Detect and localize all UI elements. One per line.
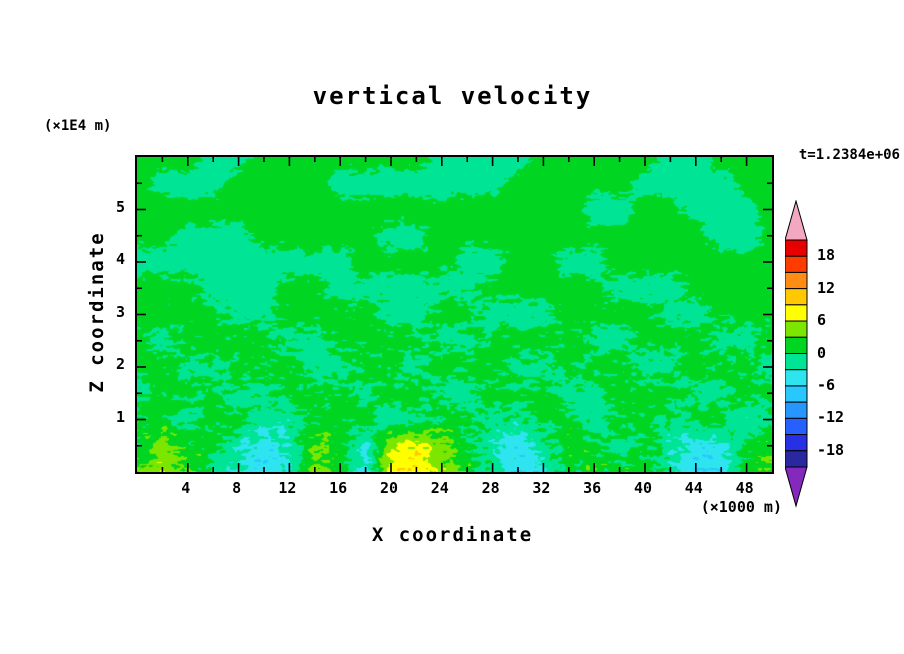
colorbar-segment [785,434,808,452]
z-tick-label: 1 [115,407,125,426]
z-tick-label: 4 [115,250,125,268]
colorbar-segment [785,304,808,322]
colorbar-label: 6 [817,311,827,330]
x-axis-title: X coordinate [371,524,534,546]
colorbar-segment [785,255,808,273]
x-tick-label: 20 [379,479,399,497]
colorbar-segment [785,320,808,338]
x-tick-label: 12 [278,479,297,497]
colorbar-segment [785,288,808,306]
z-tick-label: 3 [115,302,125,321]
colorbar-arrow-high [785,200,808,241]
contour-field [137,157,772,472]
colorbar-segment [785,401,808,419]
colorbar-segment [785,385,808,403]
colorbar-segment [785,271,808,290]
colorbar-label: 0 [817,343,827,362]
x-tick-label: 36 [583,479,602,497]
colorbar-label: 12 [817,278,836,297]
colorbar-segment [785,336,808,355]
x-tick-label: 28 [481,479,500,497]
colorbar-label: 18 [817,246,836,265]
x-axis-unit-label: (×1000 m) [700,498,782,516]
plot-area [135,155,774,474]
colorbar-label: -18 [817,440,845,459]
colorbar-label: -6 [817,375,836,394]
x-tick-label: 16 [329,479,348,497]
x-tick-label: 32 [532,479,551,497]
x-tick-label: 44 [684,479,703,497]
colorbar-segment [785,369,808,387]
colorbar-label: -12 [817,408,845,427]
x-tick-label: 4 [181,479,191,497]
chart-title: vertical velocity [312,82,593,110]
x-tick-label: 8 [232,479,242,497]
x-tick-label: 40 [633,479,653,497]
colorbar [785,200,808,508]
z-tick-label: 5 [115,197,125,216]
z-axis-unit-label: (×1E4 m) [44,118,112,134]
x-tick-label: 24 [430,479,449,497]
z-tick-label: 2 [115,355,125,373]
colorbar-arrow-low [785,466,808,508]
colorbar-segment [785,239,808,257]
colorbar-segment [785,450,808,468]
colorbar-segment [785,417,808,436]
x-tick-label: 48 [735,479,754,497]
colorbar-segment [785,353,808,371]
time-annotation: t=1.2384e+06 [798,147,900,163]
